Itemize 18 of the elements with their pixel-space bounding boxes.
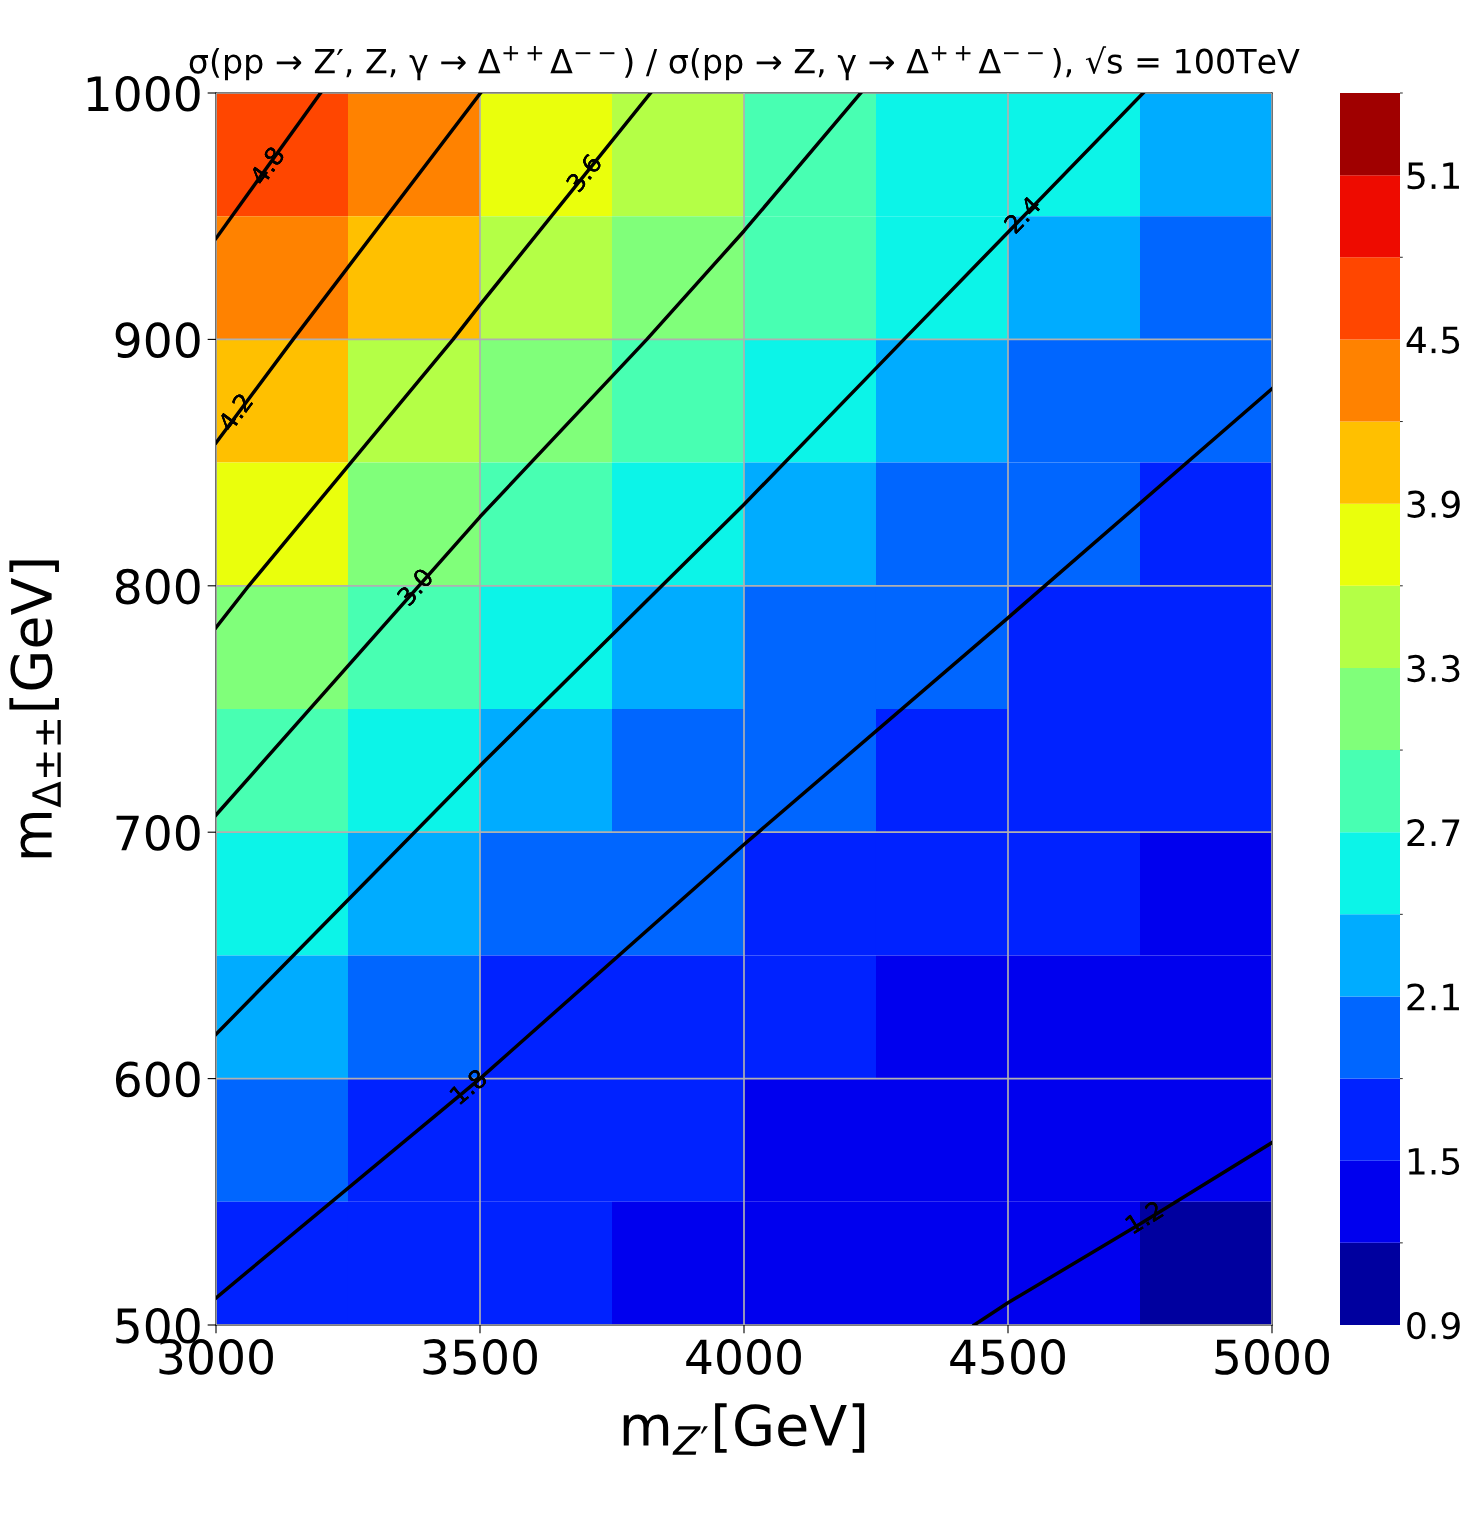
y-tick-label: 900 — [115, 322, 200, 359]
y-tick-label: 800 — [115, 568, 200, 605]
x-axis-title: m$_{Z′}$[GeV] — [623, 1403, 865, 1455]
y-tick-label: 600 — [115, 1061, 200, 1098]
y-axis-title: m$_{Δ±±}$[GeV] — [9, 560, 61, 858]
x-tick-label: 4500 — [950, 1339, 1065, 1375]
x-tick-label: 5000 — [1215, 1339, 1329, 1375]
color-bar-label: 4.5 — [1406, 326, 1460, 354]
color-bar-label: 5.1 — [1407, 162, 1459, 190]
color-bar-label: 0.9 — [1407, 1311, 1460, 1340]
x-tick-label: 3500 — [423, 1339, 537, 1375]
color-bar-label: 3.3 — [1407, 654, 1460, 683]
color-bar-label: 2.1 — [1407, 983, 1459, 1011]
y-tick-label: 700 — [116, 815, 200, 851]
color-bar-label: 3.9 — [1407, 490, 1460, 518]
x-tick-label: 4000 — [686, 1339, 801, 1375]
color-bar-label: 2.7 — [1407, 819, 1460, 846]
color-bar-label: 1.5 — [1408, 1148, 1460, 1175]
